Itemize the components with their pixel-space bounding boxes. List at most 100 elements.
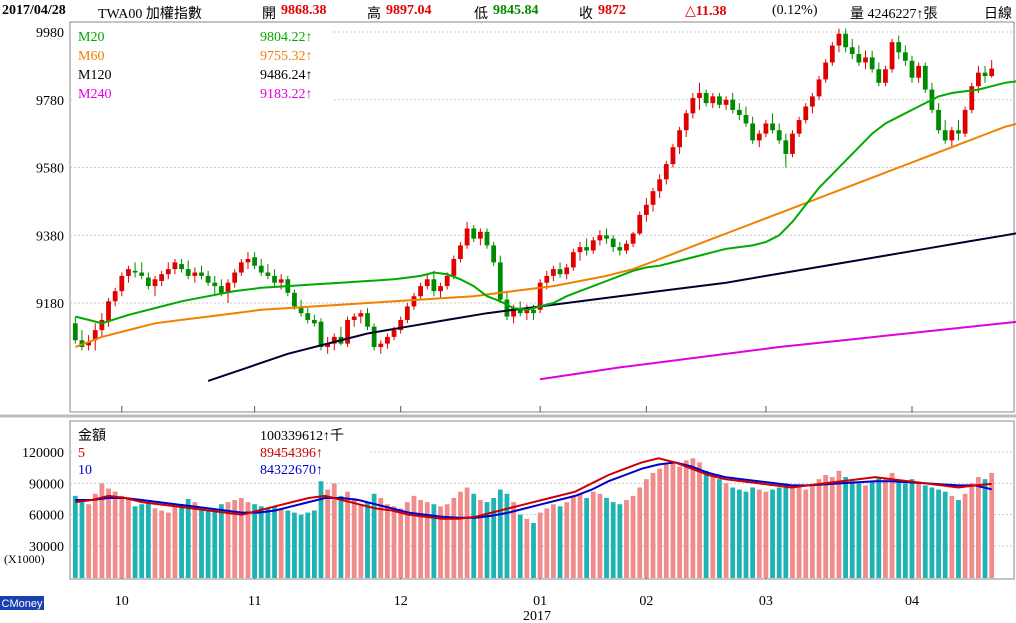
candle-body — [922, 65, 928, 90]
candle-body — [238, 262, 244, 273]
volume-bar — [258, 506, 264, 578]
volume-bar — [670, 462, 676, 578]
volume-bar — [477, 500, 483, 578]
volume-bar — [292, 512, 297, 578]
volume-bar — [630, 495, 636, 578]
volume-bar — [238, 497, 244, 578]
volume-bar — [132, 506, 138, 578]
volume-bar — [318, 481, 324, 578]
volume-bar — [836, 470, 842, 578]
volume-bar — [451, 497, 457, 578]
candle-body — [517, 308, 523, 314]
volume-bar — [205, 510, 211, 578]
volume-bar — [557, 506, 563, 578]
candle-body — [876, 69, 882, 83]
candle-body — [610, 238, 616, 248]
volume-ma10-line — [75, 461, 992, 519]
candlesticks — [72, 28, 995, 354]
volume-bar — [126, 499, 131, 578]
volume-bar — [72, 495, 78, 578]
candle-body — [265, 272, 271, 276]
candle-body — [179, 264, 184, 270]
volume-bar — [982, 479, 988, 578]
candle-body — [305, 313, 311, 320]
volume-bar — [989, 472, 995, 578]
volume-bar — [624, 500, 629, 578]
candle-body — [325, 343, 331, 348]
volume-bar — [597, 493, 603, 578]
volume-bar — [112, 491, 118, 578]
change-value: △11.38 — [685, 4, 727, 19]
volume-bar — [770, 489, 775, 578]
volume-bar — [179, 504, 184, 578]
volume-bar — [458, 491, 463, 578]
volume-bar — [564, 502, 570, 578]
candle-body — [331, 336, 337, 344]
change-percent: (0.12%) — [772, 3, 818, 18]
volume-bar — [517, 514, 523, 578]
candle-body — [544, 275, 550, 283]
volume-unit: (X1000) — [4, 552, 45, 566]
candle-body — [810, 96, 815, 107]
candle-body — [697, 92, 702, 99]
volume-bar — [936, 489, 941, 578]
candle-body — [889, 42, 895, 70]
candle-body — [232, 272, 238, 283]
candle-body — [816, 79, 822, 97]
legend-m240-name: M240 — [78, 87, 111, 102]
volume-bar — [690, 458, 696, 578]
candle-body — [531, 309, 536, 314]
candle-body — [942, 130, 948, 141]
volume-bar — [816, 479, 822, 578]
candle-body — [723, 99, 729, 105]
high-label: 高 — [367, 7, 381, 22]
legend-m60-value: 9755.32↑ — [260, 49, 313, 64]
candle-body — [106, 301, 111, 322]
candle-body — [730, 99, 736, 110]
volume-bar — [697, 462, 702, 578]
candle-body — [484, 231, 490, 246]
volume-bar — [398, 508, 404, 578]
volume-tick-label: 30000 — [29, 540, 64, 555]
candle-body — [438, 286, 443, 292]
candle-body — [551, 269, 556, 276]
volume-bar — [378, 497, 384, 578]
candle-body — [464, 228, 470, 246]
price-tick-label: 9980 — [36, 26, 64, 41]
volume-bar — [145, 502, 151, 578]
candle-body — [112, 291, 118, 302]
volume-ma-lines — [75, 457, 992, 520]
candle-body — [976, 72, 981, 87]
period-label[interactable]: 日線 — [984, 7, 1012, 22]
volume-bar — [663, 464, 669, 578]
volume-bar — [252, 504, 257, 578]
candle-body — [252, 257, 257, 266]
volume-bar — [331, 483, 337, 578]
volume-bar — [902, 483, 908, 578]
volume-bar — [152, 508, 158, 578]
volume-bar — [119, 495, 125, 578]
volume-bar — [849, 481, 855, 578]
symbol-name: TWA00 加權指數 — [98, 7, 202, 22]
volume-bar — [803, 489, 809, 578]
volume-bar — [438, 506, 443, 578]
candle-body — [989, 68, 995, 77]
candle-body — [883, 69, 888, 83]
volume-bar — [962, 493, 968, 578]
price-legend: M20 9804.22↑ M60 9755.32↑ M120 9486.24↑ … — [72, 25, 334, 102]
candle-body — [936, 109, 941, 131]
candle-body — [72, 323, 78, 341]
candle-body — [770, 123, 775, 131]
volume-value: 量 4246227↑張 — [850, 7, 938, 22]
volume-bar — [637, 487, 643, 578]
candle-body — [570, 252, 576, 268]
volume-bar — [225, 502, 231, 578]
volume-bar — [444, 504, 450, 578]
candle-body — [92, 330, 98, 341]
volume-bar — [511, 502, 516, 578]
volume-bar — [756, 489, 762, 578]
volume-bar — [86, 504, 91, 578]
volume-bar — [212, 508, 218, 578]
volume-bar — [783, 483, 789, 578]
candle-body — [657, 179, 663, 192]
